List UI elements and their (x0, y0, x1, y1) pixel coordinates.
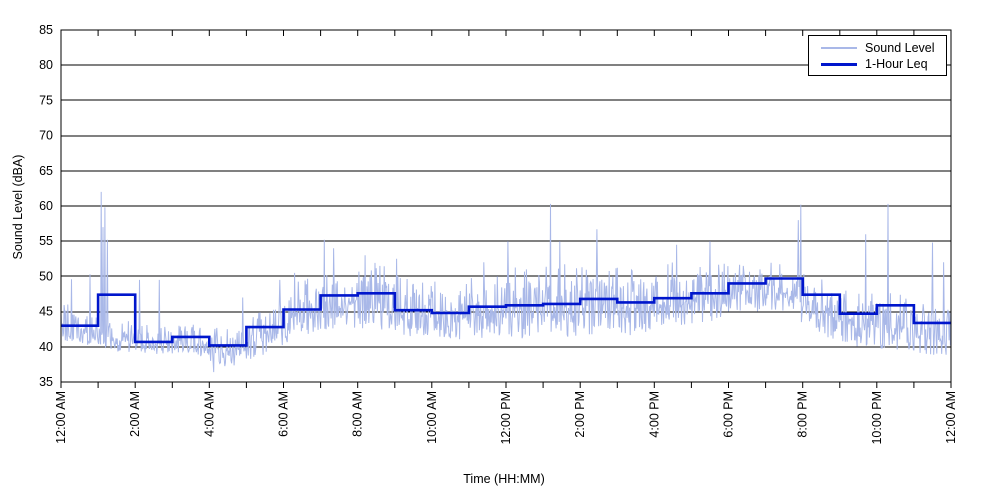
x-tick-label: 12:00 AM (54, 391, 68, 444)
y-tick-label: 75 (39, 93, 53, 107)
x-tick-label: 10:00 AM (425, 391, 439, 444)
legend-item-sound-level: Sound Level (821, 40, 946, 56)
y-tick-label: 70 (39, 129, 53, 143)
x-axis-label: Time (HH:MM) (463, 472, 545, 486)
y-tick-label: 85 (39, 23, 53, 37)
sound-level-line-swatch (821, 47, 857, 49)
y-axis-label: Sound Level (dBA) (11, 154, 25, 260)
y-tick-label: 60 (39, 199, 53, 213)
x-tick-label: 10:00 PM (870, 391, 884, 445)
legend-label-1-hour-leq: 1-Hour Leq (865, 57, 928, 71)
y-tick-label: 50 (39, 269, 53, 283)
x-tick-label: 4:00 PM (647, 391, 661, 438)
x-tick-label: 2:00 AM (128, 391, 142, 437)
x-tick-label: 12:00 PM (499, 391, 513, 445)
x-tick-label: 8:00 AM (351, 391, 365, 437)
one-hour-leq-series (61, 277, 951, 347)
y-tick-label: 55 (39, 234, 53, 248)
x-tick-label: 4:00 AM (202, 391, 216, 437)
legend: Sound Level 1-Hour Leq (808, 35, 947, 76)
x-tick-label: 8:00 PM (796, 391, 810, 438)
y-tick-label: 65 (39, 164, 53, 178)
x-tick-label: 12:00 AM (944, 391, 958, 444)
sound-level-series (60, 191, 952, 373)
x-tick-label: 6:00 PM (722, 391, 736, 438)
y-tick-label: 80 (39, 58, 53, 72)
legend-item-1-hour-leq: 1-Hour Leq (821, 56, 946, 72)
x-tick-label: 6:00 AM (277, 391, 291, 437)
y-tick-label: 40 (39, 340, 53, 354)
legend-label-sound-level: Sound Level (865, 41, 935, 55)
one-hour-leq-line-swatch (821, 62, 857, 66)
y-tick-label: 35 (39, 375, 53, 389)
x-tick-label: 2:00 PM (573, 391, 587, 438)
y-tick-label: 45 (39, 305, 53, 319)
